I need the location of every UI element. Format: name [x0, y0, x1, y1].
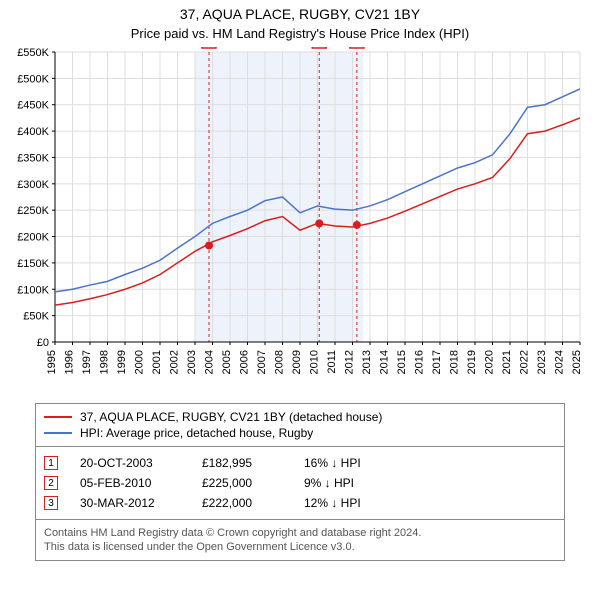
svg-text:2012: 2012	[344, 350, 356, 374]
legend-item: HPI: Average price, detached house, Rugb…	[44, 425, 556, 441]
sale-date: 05-FEB-2010	[80, 476, 180, 490]
svg-text:2006: 2006	[239, 350, 251, 374]
sale-marker-icon: 1	[44, 456, 58, 470]
svg-text:£500K: £500K	[17, 73, 49, 85]
svg-text:2007: 2007	[256, 350, 268, 374]
svg-text:1999: 1999	[116, 350, 128, 374]
svg-text:1998: 1998	[99, 350, 111, 374]
sale-marker-icon: 2	[44, 476, 58, 490]
sale-delta: 16% ↓ HPI	[304, 456, 404, 470]
svg-text:1995: 1995	[46, 350, 58, 374]
svg-text:£400K: £400K	[17, 126, 49, 138]
svg-text:2022: 2022	[519, 350, 531, 374]
svg-text:2: 2	[316, 47, 322, 48]
svg-text:2013: 2013	[361, 350, 373, 374]
sale-row: 1 20-OCT-2003 £182,995 16% ↓ HPI	[44, 453, 556, 473]
sale-date: 20-OCT-2003	[80, 456, 180, 470]
legend-swatch-icon	[44, 432, 72, 434]
svg-text:2015: 2015	[396, 350, 408, 374]
svg-text:£150K: £150K	[17, 258, 49, 270]
svg-text:2016: 2016	[414, 350, 426, 374]
svg-text:2005: 2005	[221, 350, 233, 374]
svg-text:£50K: £50K	[23, 311, 49, 323]
svg-text:£300K: £300K	[17, 179, 49, 191]
footer-line: Contains HM Land Registry data © Crown c…	[44, 526, 556, 540]
chart-title: 37, AQUA PLACE, RUGBY, CV21 1BY	[0, 0, 600, 22]
sale-price: £182,995	[202, 456, 282, 470]
legend-label: HPI: Average price, detached house, Rugb…	[80, 425, 313, 441]
svg-text:2009: 2009	[291, 350, 303, 374]
svg-text:2023: 2023	[536, 350, 548, 374]
svg-text:2003: 2003	[186, 350, 198, 374]
footer-box: Contains HM Land Registry data © Crown c…	[35, 520, 565, 561]
sale-delta: 12% ↓ HPI	[304, 496, 404, 510]
svg-text:1: 1	[206, 47, 212, 48]
svg-text:£100K: £100K	[17, 284, 49, 296]
sale-delta: 9% ↓ HPI	[304, 476, 404, 490]
svg-text:£450K: £450K	[17, 100, 49, 112]
svg-text:2021: 2021	[501, 350, 513, 374]
svg-text:2001: 2001	[151, 350, 163, 374]
svg-text:2014: 2014	[379, 350, 391, 374]
line-chart: 1 2 3 £0 £50K £100K £150K £200K £250K £300K £350K £…	[0, 47, 600, 397]
sale-row: 3 30-MAR-2012 £222,000 12% ↓ HPI	[44, 493, 556, 513]
svg-text:2000: 2000	[134, 350, 146, 374]
sale-marker-icon: 3	[44, 496, 58, 510]
sale-price: £222,000	[202, 496, 282, 510]
svg-text:2018: 2018	[449, 350, 461, 374]
legend-swatch-icon	[44, 416, 72, 418]
svg-text:2008: 2008	[274, 350, 286, 374]
svg-text:£250K: £250K	[17, 205, 49, 217]
footer-line: This data is licensed under the Open Gov…	[44, 540, 556, 554]
sales-box: 1 20-OCT-2003 £182,995 16% ↓ HPI 2 05-FE…	[35, 447, 565, 520]
svg-text:2002: 2002	[169, 350, 181, 374]
sale-date: 30-MAR-2012	[80, 496, 180, 510]
svg-text:1996: 1996	[64, 350, 76, 374]
svg-text:£550K: £550K	[17, 47, 49, 59]
svg-text:£0: £0	[37, 337, 49, 349]
svg-text:2011: 2011	[326, 350, 338, 374]
chart-area: 1 2 3 £0 £50K £100K £150K £200K £250K £300K £350K £…	[0, 47, 600, 397]
svg-text:2020: 2020	[484, 350, 496, 374]
legend-label: 37, AQUA PLACE, RUGBY, CV21 1BY (detache…	[80, 409, 382, 425]
svg-text:2010: 2010	[309, 350, 321, 374]
svg-text:3: 3	[354, 47, 360, 48]
chart-subtitle: Price paid vs. HM Land Registry's House …	[0, 22, 600, 47]
svg-text:2019: 2019	[466, 350, 478, 374]
legend-item: 37, AQUA PLACE, RUGBY, CV21 1BY (detache…	[44, 409, 556, 425]
svg-text:2017: 2017	[431, 350, 443, 374]
svg-text:2024: 2024	[554, 350, 566, 374]
legend-box: 37, AQUA PLACE, RUGBY, CV21 1BY (detache…	[35, 403, 565, 447]
svg-text:2025: 2025	[571, 350, 583, 374]
svg-text:1997: 1997	[81, 350, 93, 374]
svg-text:£200K: £200K	[17, 232, 49, 244]
svg-text:£350K: £350K	[17, 152, 49, 164]
sale-price: £225,000	[202, 476, 282, 490]
svg-text:2004: 2004	[204, 350, 216, 374]
sale-row: 2 05-FEB-2010 £225,000 9% ↓ HPI	[44, 473, 556, 493]
